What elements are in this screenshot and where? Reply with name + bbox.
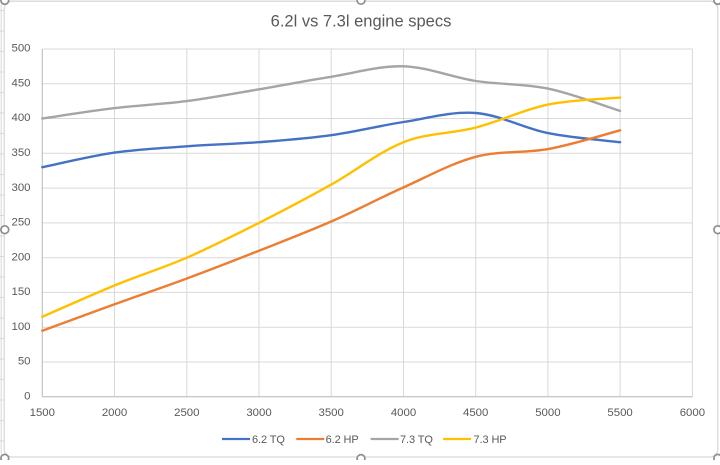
svg-text:5000: 5000 — [535, 407, 560, 419]
svg-text:50: 50 — [18, 356, 31, 368]
svg-text:6.2 TQ: 6.2 TQ — [252, 434, 285, 446]
svg-text:2500: 2500 — [174, 407, 199, 419]
svg-text:7.3 HP: 7.3 HP — [474, 434, 507, 446]
svg-text:5500: 5500 — [607, 407, 632, 419]
svg-text:400: 400 — [11, 112, 30, 124]
svg-text:150: 150 — [11, 286, 30, 298]
svg-text:4500: 4500 — [463, 407, 488, 419]
svg-text:350: 350 — [11, 147, 30, 159]
svg-text:250: 250 — [11, 217, 30, 229]
svg-text:0: 0 — [24, 391, 30, 403]
svg-text:1500: 1500 — [30, 407, 55, 419]
svg-text:2000: 2000 — [102, 407, 127, 419]
svg-text:100: 100 — [11, 321, 30, 333]
svg-text:200: 200 — [11, 251, 30, 263]
svg-text:300: 300 — [11, 182, 30, 194]
svg-text:500: 500 — [11, 43, 30, 55]
svg-text:3000: 3000 — [246, 407, 271, 419]
svg-text:450: 450 — [11, 77, 30, 89]
svg-text:6000: 6000 — [680, 407, 705, 419]
svg-text:7.3 TQ: 7.3 TQ — [400, 434, 433, 446]
svg-text:3500: 3500 — [319, 407, 344, 419]
svg-text:4000: 4000 — [391, 407, 416, 419]
svg-text:6.2 HP: 6.2 HP — [326, 434, 359, 446]
svg-text:6.2l vs 7.3l engine specs: 6.2l vs 7.3l engine specs — [271, 12, 452, 30]
